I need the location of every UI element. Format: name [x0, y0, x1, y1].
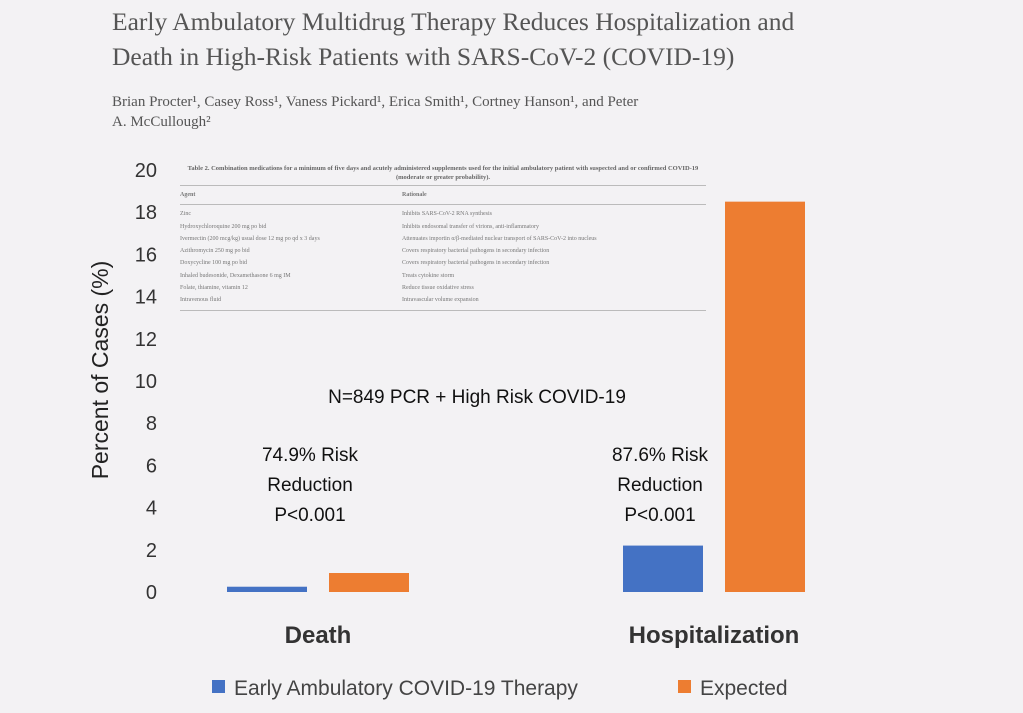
- hospitalization-risk-annotation: P<0.001: [624, 505, 695, 526]
- table-row: Azithromycin 250 mg po bid Covers respira…: [180, 245, 706, 257]
- y-tick-label: 20: [135, 160, 157, 182]
- y-tick-label: 14: [135, 287, 157, 309]
- x-category-label: Death: [285, 622, 352, 649]
- y-tick-label: 16: [135, 244, 157, 266]
- header-rationale: Rationale: [402, 192, 427, 198]
- hospitalization-risk-annotation: Reduction: [617, 475, 703, 496]
- table-row: Inhaled budesonide, Dexamethasone 6 mg I…: [180, 270, 706, 282]
- rationale-cell: Covers respiratory bacterial pathogens i…: [402, 248, 550, 255]
- table-row: Folate, thiamine, vitamin 12 Reduce tissu…: [180, 282, 706, 294]
- sample-annotation: N=849 PCR + High Risk COVID-19: [328, 387, 626, 408]
- y-tick-label: 12: [135, 329, 157, 351]
- table-caption: Table 2. Combination medications for a m…: [187, 165, 699, 181]
- authors-line-1: Brian Procter¹, Casey Ross¹, Vaness Pick…: [112, 94, 639, 110]
- bar-expected-death: [329, 573, 409, 592]
- table-header: Agent Rationale: [180, 189, 706, 201]
- y-tick-label: 8: [146, 413, 157, 435]
- table-row: Intravenous fluid Intravascular volume ex…: [180, 294, 706, 306]
- rationale-cell: Covers respiratory bacterial pathogens i…: [402, 260, 550, 267]
- header-agent: Agent: [180, 192, 196, 198]
- authors-line-2: A. McCullough²: [112, 114, 211, 130]
- bar-therapy-death: [227, 586, 307, 592]
- table-row: Ivermectin (200 mcg/kg) usual dose 12 mg…: [180, 233, 706, 245]
- title-line-1: Early Ambulatory Multidrug Therapy Reduc…: [112, 7, 795, 36]
- agent-cell: Ivermectin (200 mcg/kg) usual dose 12 mg…: [180, 235, 320, 242]
- y-tick-label: 18: [135, 202, 157, 224]
- y-axis-label: Percent of Cases (%): [87, 261, 113, 480]
- paper-authors: Brian Procter¹, Casey Ross¹, Vaness Pick…: [112, 92, 892, 132]
- y-tick-label: 4: [146, 498, 157, 520]
- legend-label: Expected: [700, 677, 788, 700]
- agent-cell: Doxycycline 100 mg po bid: [180, 260, 247, 267]
- rationale-cell: Reduce tissue oxidative stress: [402, 285, 474, 292]
- agent-cell: Hydroxychloroquine 200 mg po bid: [180, 223, 267, 230]
- rationale-cell: Treats cytokine storm: [402, 272, 455, 279]
- death-risk-annotation: Reduction: [267, 475, 353, 496]
- death-risk-annotation: 74.9% Risk: [262, 445, 359, 466]
- hospitalization-risk-annotation: 87.6% Risk: [612, 445, 709, 466]
- y-tick-label: 2: [146, 540, 157, 562]
- y-tick-label: 6: [146, 455, 157, 477]
- paper-title: Early Ambulatory Multidrug Therapy Reduc…: [112, 4, 794, 74]
- agent-cell: Intravenous fluid: [180, 297, 222, 304]
- rationale-cell: Inhibits SARS-CoV-2 RNA synthesis: [402, 211, 492, 218]
- agent-cell: Zinc: [180, 211, 191, 218]
- medications-table: Table 2. Combination medications for a m…: [180, 164, 706, 314]
- table-row: Zinc Inhibits SARS-CoV-2 RNA synthesis: [180, 208, 706, 220]
- agent-cell: Inhaled budesonide, Dexamethasone 6 mg I…: [180, 272, 291, 279]
- x-category-label: Hospitalization: [629, 622, 800, 649]
- bar-expected-hospitalization: [725, 201, 805, 592]
- legend-swatch: [212, 680, 225, 693]
- agent-cell: Azithromycin 250 mg po bid: [180, 248, 250, 255]
- legend-label: Early Ambulatory COVID-19 Therapy: [234, 677, 578, 700]
- rationale-cell: Inhibits endosomal transfer of virions, …: [402, 223, 539, 230]
- table-row: Hydroxychloroquine 200 mg po bid Inhibits…: [180, 221, 706, 233]
- rationale-cell: Intravascular volume expansion: [402, 297, 479, 304]
- y-tick-label: 10: [135, 371, 157, 393]
- bar-therapy-hospitalization: [623, 545, 703, 592]
- rationale-cell: Attenuates importin α/β-mediated nuclear…: [402, 235, 597, 242]
- death-risk-annotation: P<0.001: [274, 505, 345, 526]
- y-tick-label: 0: [146, 582, 157, 604]
- legend-swatch: [678, 680, 691, 693]
- agent-cell: Folate, thiamine, vitamin 12: [180, 285, 248, 292]
- title-line-2: Death in High-Risk Patients with SARS-Co…: [112, 42, 735, 71]
- table-row: Doxycycline 100 mg po bid Covers respirat…: [180, 257, 706, 269]
